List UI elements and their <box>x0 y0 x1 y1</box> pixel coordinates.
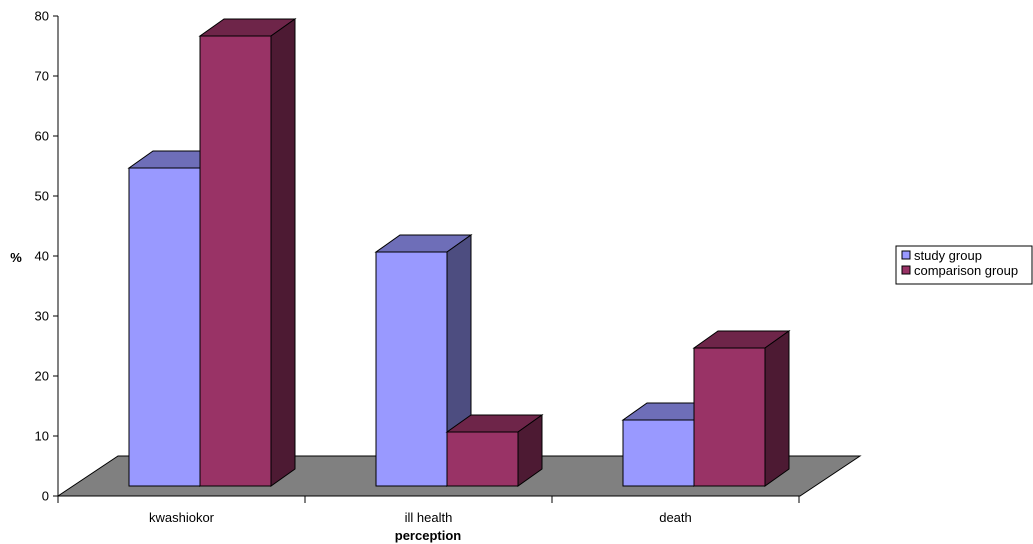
bar-front <box>694 348 765 486</box>
legend-swatch <box>902 251 910 259</box>
y-tick-label: 0 <box>42 489 49 504</box>
bar-front <box>129 168 200 486</box>
x-tick-label: ill health <box>405 510 453 525</box>
x-tick-label: kwashiokor <box>149 510 215 525</box>
legend-label: comparison group <box>914 263 1018 278</box>
y-axis: 0 10 20 30 40 50 60 70 80 <box>35 9 58 504</box>
y-axis-title: % <box>10 250 22 265</box>
legend-label: study group <box>914 248 982 263</box>
y-tick-label: 40 <box>35 249 49 264</box>
y-tick-label: 30 <box>35 309 49 324</box>
y-tick-label: 70 <box>35 69 49 84</box>
legend-swatch <box>902 266 910 274</box>
x-axis-title: perception <box>395 528 462 543</box>
x-axis: kwashiokor ill health death <box>58 496 799 525</box>
bar-comparison-group-death <box>694 331 789 486</box>
bars <box>129 19 789 486</box>
bar-side <box>765 331 789 486</box>
bar-comparison-group-ill-health <box>447 415 542 486</box>
y-tick-label: 80 <box>35 9 49 24</box>
bar-front <box>376 252 447 486</box>
bar-side <box>271 19 295 486</box>
x-tick-label: death <box>659 510 692 525</box>
bar-front <box>623 420 694 486</box>
bar-front <box>447 432 518 486</box>
bar-front <box>200 36 271 486</box>
y-tick-label: 20 <box>35 369 49 384</box>
y-tick-label: 10 <box>35 429 49 444</box>
y-tick-label: 60 <box>35 129 49 144</box>
bar-comparison-group-kwashiokor <box>200 19 295 486</box>
y-tick-label: 50 <box>35 189 49 204</box>
